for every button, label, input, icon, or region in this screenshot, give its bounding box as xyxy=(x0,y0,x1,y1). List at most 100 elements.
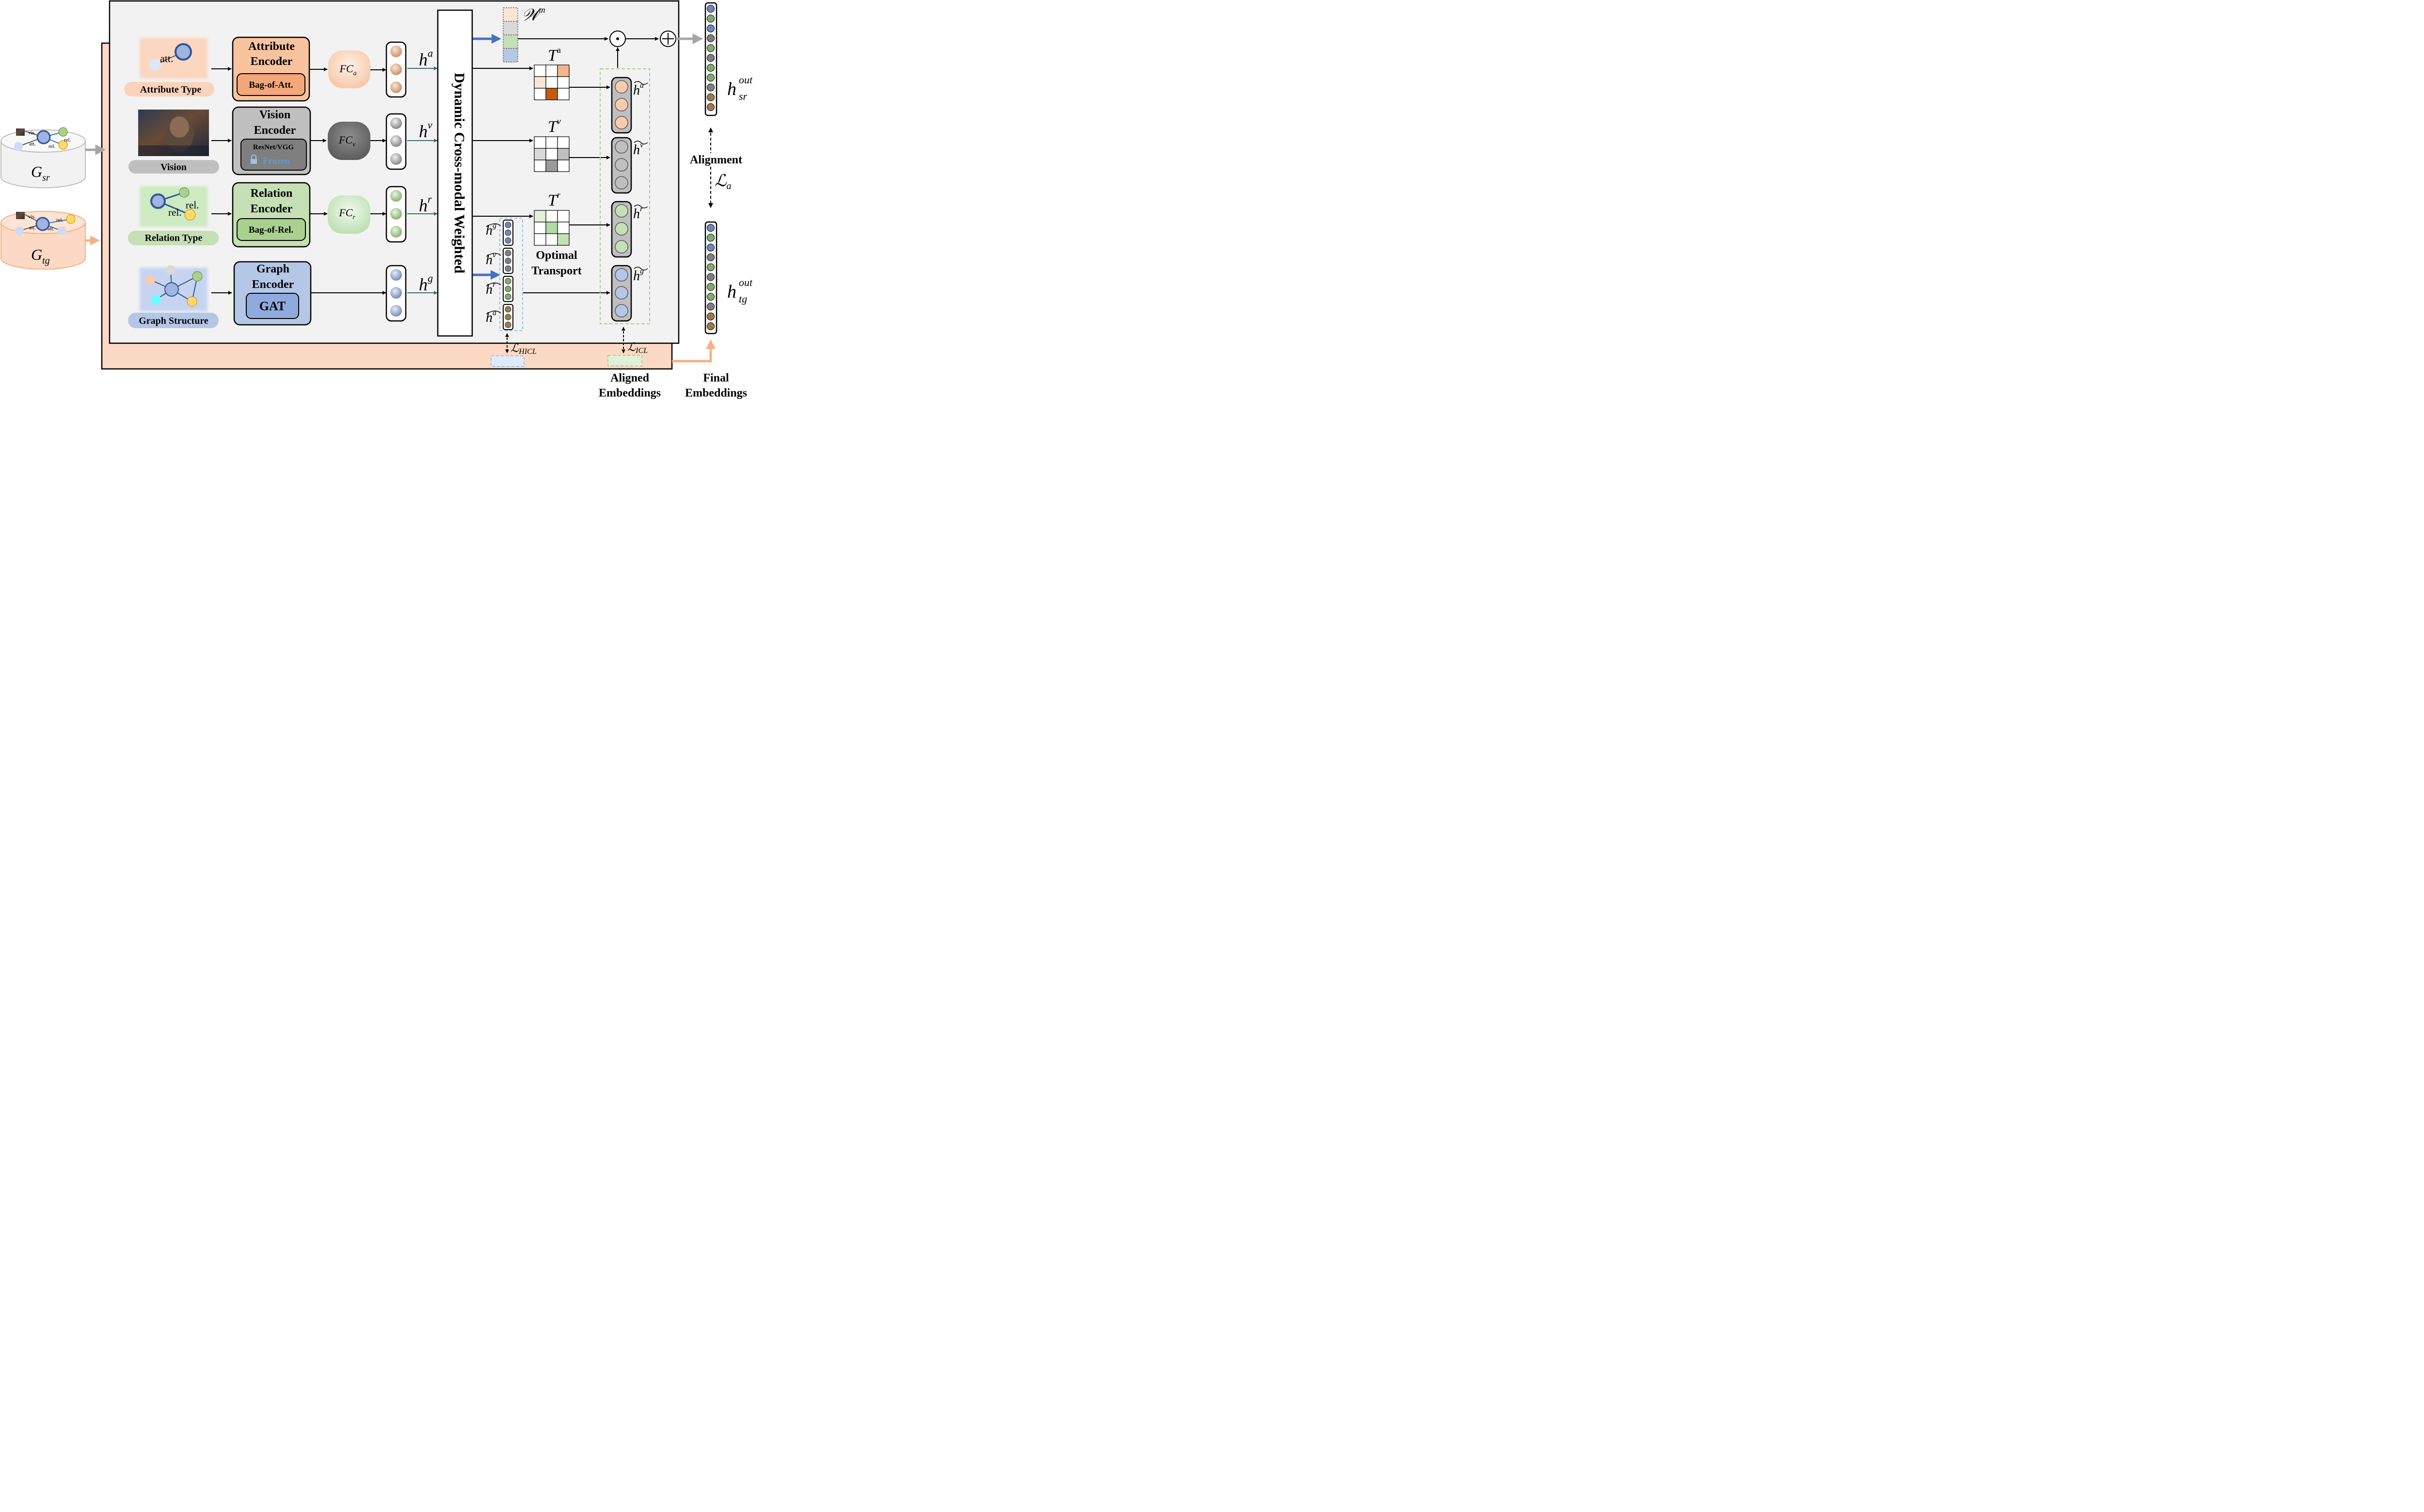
transport-cell xyxy=(557,210,570,223)
graph-vis-label: vis. xyxy=(28,130,36,136)
output-source-label: h out sr xyxy=(727,74,753,102)
graph-encoder-title-2: Encoder xyxy=(252,278,294,291)
embedding-unit xyxy=(505,286,511,292)
graph-att-label-tg: att. xyxy=(29,225,36,231)
transport-cell xyxy=(545,136,558,149)
fc-attribute: FCa xyxy=(328,50,370,88)
transport-cell xyxy=(545,76,558,89)
embedding-unit xyxy=(505,222,511,228)
fc-vision: FCv xyxy=(328,122,370,160)
transport-cell xyxy=(557,233,570,246)
embedding-unit xyxy=(615,98,628,111)
transport-cell xyxy=(534,210,546,223)
embedding-unit xyxy=(707,302,715,311)
vision-encoder: Vision Encoder ResNet/VGG Frozen xyxy=(232,106,311,175)
graph-encoder-inner: GAT xyxy=(259,299,286,313)
transport-cell xyxy=(557,136,570,149)
relation-rel-text-1: rel. xyxy=(186,199,199,211)
hat-label-a: ha xyxy=(486,309,496,325)
aligned-embeddings-title-1: Aligned xyxy=(610,372,650,384)
source-graph-label: Gsr xyxy=(31,163,50,183)
optimal-transport-title-1: Optimal xyxy=(536,249,577,262)
transport-cell xyxy=(534,159,546,172)
transport-cell xyxy=(534,222,546,234)
embedding-unit xyxy=(707,74,715,82)
transport-cell xyxy=(557,64,570,77)
hat-label-r: hr xyxy=(486,281,496,297)
alignment-bg xyxy=(688,153,737,167)
embedding-unit xyxy=(615,222,628,236)
embedding-unit xyxy=(505,265,511,272)
embedding-unit xyxy=(707,283,715,291)
embedding-unit xyxy=(505,229,511,236)
fc-relation: FCr xyxy=(328,195,370,234)
dcw-module: Dynamic Cross-modal Weighted xyxy=(437,9,473,337)
embedding-unit xyxy=(707,64,715,72)
embedding-unit xyxy=(615,240,628,254)
hicl-target-box xyxy=(491,355,525,367)
embedding-unit xyxy=(505,306,511,313)
embedding-unit xyxy=(707,234,715,242)
attribute-input: att. Attribute Type xyxy=(124,38,214,96)
output-embedding-source: h out sr xyxy=(704,2,753,116)
alignment-label: Alignment xyxy=(690,154,742,166)
attribute-type-label: Attribute Type xyxy=(140,84,202,95)
graph-input: Graph Structure xyxy=(128,265,219,328)
transport-cell xyxy=(545,210,558,223)
tilde-label-g: hg xyxy=(633,267,644,284)
embedding-unit xyxy=(707,253,715,261)
embedding-unit xyxy=(707,243,715,252)
alignment-loss-label: ℒa xyxy=(715,172,732,191)
vision-input: Vision xyxy=(128,110,219,174)
h-v-label: hv xyxy=(419,119,432,141)
embedding-unit xyxy=(707,15,715,23)
final-embeddings-title-1: Final xyxy=(703,372,729,384)
hicl-loss-label: ℒHICL xyxy=(510,342,537,356)
transport-matrix-a: Ta xyxy=(534,45,570,100)
vision-encoder-frozen: Frozen xyxy=(263,156,290,166)
transport-cell xyxy=(545,148,558,160)
relation-type-label: Relation Type xyxy=(145,233,203,243)
transport-cell xyxy=(545,159,558,172)
sum-operator xyxy=(660,31,676,47)
vision-encoder-title-1: Vision xyxy=(259,109,290,121)
relation-encoder-title-2: Encoder xyxy=(251,203,293,215)
attribute-encoder-inner: Bag-of-Att. xyxy=(249,80,293,90)
embedding-unit xyxy=(615,176,628,190)
transport-cell xyxy=(557,222,570,234)
embedding-unit xyxy=(707,273,715,281)
target-graph-label: Gtg xyxy=(31,246,50,266)
output-embedding-target: h out tg xyxy=(704,221,753,334)
graph-att-label-tg-2: att. xyxy=(48,226,54,232)
vision-label: Vision xyxy=(160,162,187,173)
transport-cell xyxy=(534,76,546,89)
embedding-unit xyxy=(615,116,628,129)
embedding-unit xyxy=(707,24,715,32)
transport-cell xyxy=(545,233,558,246)
graph-vis-label-tg: vis. xyxy=(28,214,36,220)
vision-encoder-inner: ResNet/VGG xyxy=(253,143,294,151)
attribute-embedding xyxy=(385,41,407,98)
transport-cell xyxy=(534,88,546,100)
transport-cell xyxy=(557,159,570,172)
transport-cell xyxy=(534,136,546,149)
aligned-embeddings-title-2: Embeddings xyxy=(599,387,661,399)
transport-cell xyxy=(545,222,558,234)
icl-loss-label: ℒICL xyxy=(627,341,648,355)
transport-cell xyxy=(534,64,546,77)
embedding-unit xyxy=(707,5,715,13)
tilde-label-r: hr xyxy=(633,205,643,222)
final-embeddings-title-2: Embeddings xyxy=(685,387,747,399)
optimal-transport-title-2: Transport xyxy=(531,265,582,277)
hat-embeddings: hg hv hr ha xyxy=(486,218,523,331)
dcw-label: Dynamic Cross-modal Weighted xyxy=(451,73,467,273)
relation-encoder-inner: Bag-of-Rel. xyxy=(249,225,293,235)
fc-attribute-label: FCa xyxy=(339,63,356,77)
target-graph-cylinder: vis. att. att. rel. Gtg xyxy=(0,211,86,270)
embedding-unit xyxy=(505,278,511,285)
transport-cell xyxy=(534,233,546,246)
transport-matrix-r: Tr xyxy=(534,190,570,246)
embedding-unit xyxy=(615,80,628,94)
embedding-unit xyxy=(707,322,715,330)
fc-relation-label: FCr xyxy=(338,207,355,221)
